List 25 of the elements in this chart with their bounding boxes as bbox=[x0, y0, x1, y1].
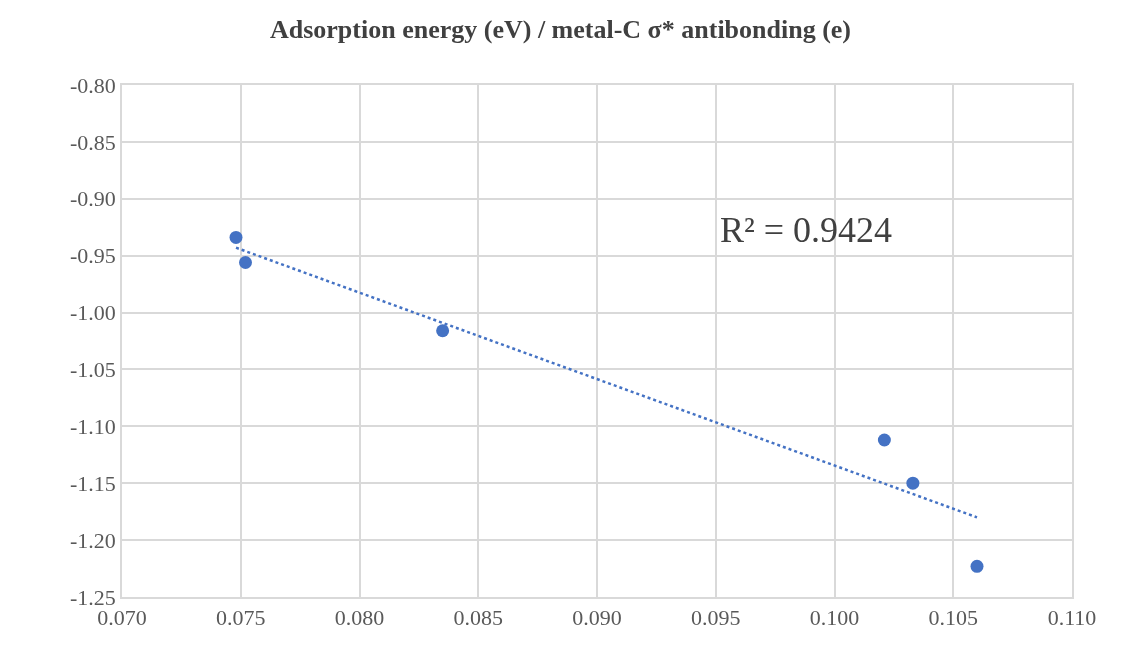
y-tick-label: -1.00 bbox=[70, 300, 116, 326]
point bbox=[229, 230, 243, 244]
annotation: R² = 0.9424 bbox=[720, 210, 893, 250]
x-tick-label: 0.085 bbox=[453, 605, 503, 631]
y-tick-label: -1.10 bbox=[70, 414, 116, 440]
point bbox=[436, 324, 450, 338]
y-tick-label: -0.80 bbox=[70, 72, 116, 98]
x-tick-label: 0.075 bbox=[216, 605, 266, 631]
y-tick-label: -0.90 bbox=[70, 186, 116, 212]
y-tick-label: -1.05 bbox=[70, 357, 116, 383]
point bbox=[970, 559, 984, 573]
point bbox=[239, 255, 252, 269]
x-tick-label: 0.100 bbox=[809, 605, 860, 631]
point bbox=[877, 433, 891, 447]
x-tick-label: 0.105 bbox=[928, 605, 978, 631]
x-tick-label: 0.095 bbox=[691, 605, 741, 631]
x-tick-label: 0.110 bbox=[1047, 605, 1097, 631]
point bbox=[906, 476, 920, 490]
y-tick-label: -1.20 bbox=[70, 527, 116, 553]
y-tick-label: -0.95 bbox=[70, 243, 116, 269]
x-tick-label: 0.090 bbox=[572, 605, 622, 631]
y-tick-label: -0.85 bbox=[70, 129, 116, 155]
x-tick-label: 0.080 bbox=[334, 605, 385, 631]
y-tick-label: -1.15 bbox=[70, 470, 116, 496]
chart-title: Adsorption energy (eV) / metal-C σ* antibonding (e) bbox=[269, 15, 852, 45]
